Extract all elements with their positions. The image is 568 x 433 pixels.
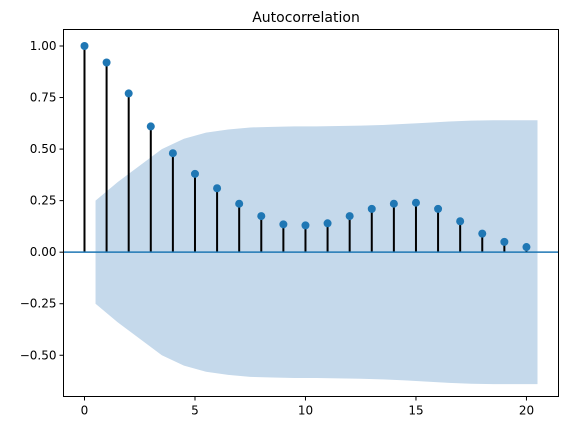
acf-point [434, 204, 443, 213]
y-tick-label: 1.00 [30, 39, 57, 53]
acf-point [389, 199, 398, 208]
chart-title: Autocorrelation [252, 10, 360, 26]
x-tick-label: 10 [298, 404, 313, 418]
y-tick-label: −0.50 [20, 348, 57, 362]
y-tick-label: −0.25 [20, 297, 57, 311]
plot-area [63, 41, 559, 385]
acf-point [146, 122, 155, 131]
y-tick-label: 0.00 [30, 245, 57, 259]
acf-point [500, 237, 509, 246]
x-axis: 0 5 10 15 20 [81, 396, 534, 418]
y-tick-label: 0.25 [30, 194, 57, 208]
x-tick-label: 20 [519, 404, 534, 418]
acf-point [235, 199, 244, 208]
acf-point [367, 204, 376, 213]
acf-point [323, 219, 332, 228]
y-tick-label: 0.50 [30, 142, 57, 156]
acf-point [257, 212, 266, 221]
x-tick-label: 15 [408, 404, 423, 418]
axes-frame [63, 29, 559, 397]
acf-point [279, 220, 288, 229]
acf-point [522, 243, 531, 252]
y-tick-label: 0.75 [30, 91, 57, 105]
acf-point [168, 149, 177, 158]
x-tick-label: 5 [191, 404, 199, 418]
acf-point [80, 41, 89, 50]
x-tick-label: 0 [81, 404, 89, 418]
acf-point [124, 89, 133, 98]
acf-point [213, 184, 222, 193]
acf-point [102, 58, 111, 67]
acf-point [190, 169, 199, 178]
y-axis: −0.50 −0.25 0.00 0.25 0.50 0.75 1.00 [20, 39, 64, 362]
acf-point [456, 217, 465, 226]
acf-point [411, 198, 420, 207]
acf-point [478, 229, 487, 238]
acf-point [301, 221, 310, 230]
acf-point [345, 212, 354, 221]
